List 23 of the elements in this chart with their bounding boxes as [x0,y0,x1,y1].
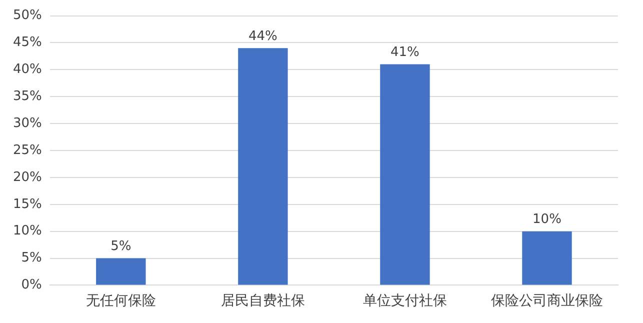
y-tick-label: 5% [21,250,42,266]
y-tick-label: 30% [12,116,42,131]
y-tick-label: 50% [12,8,42,24]
bar [238,48,288,285]
bar [522,231,572,285]
data-label: 10% [532,212,562,228]
y-tick-label: 25% [12,142,42,158]
data-label: 5% [110,239,132,254]
data-label: 41% [390,45,420,60]
y-tick-label: 40% [12,62,42,78]
bar [380,64,430,285]
data-label: 44% [248,29,278,44]
y-tick-label: 35% [12,88,42,104]
x-tick-label: 无任何保险 [86,293,156,310]
x-tick-label: 保险公司商业保险 [490,293,603,310]
y-tick-label: 0% [21,278,42,293]
x-tick-label: 单位支付社保 [362,293,447,310]
x-tick-label: 居民自费社保 [220,293,305,310]
bar [96,258,146,285]
y-tick-label: 15% [12,196,42,212]
y-tick-label: 10% [12,224,42,239]
y-tick-label: 45% [12,35,42,50]
y-tick-label: 20% [12,170,42,185]
